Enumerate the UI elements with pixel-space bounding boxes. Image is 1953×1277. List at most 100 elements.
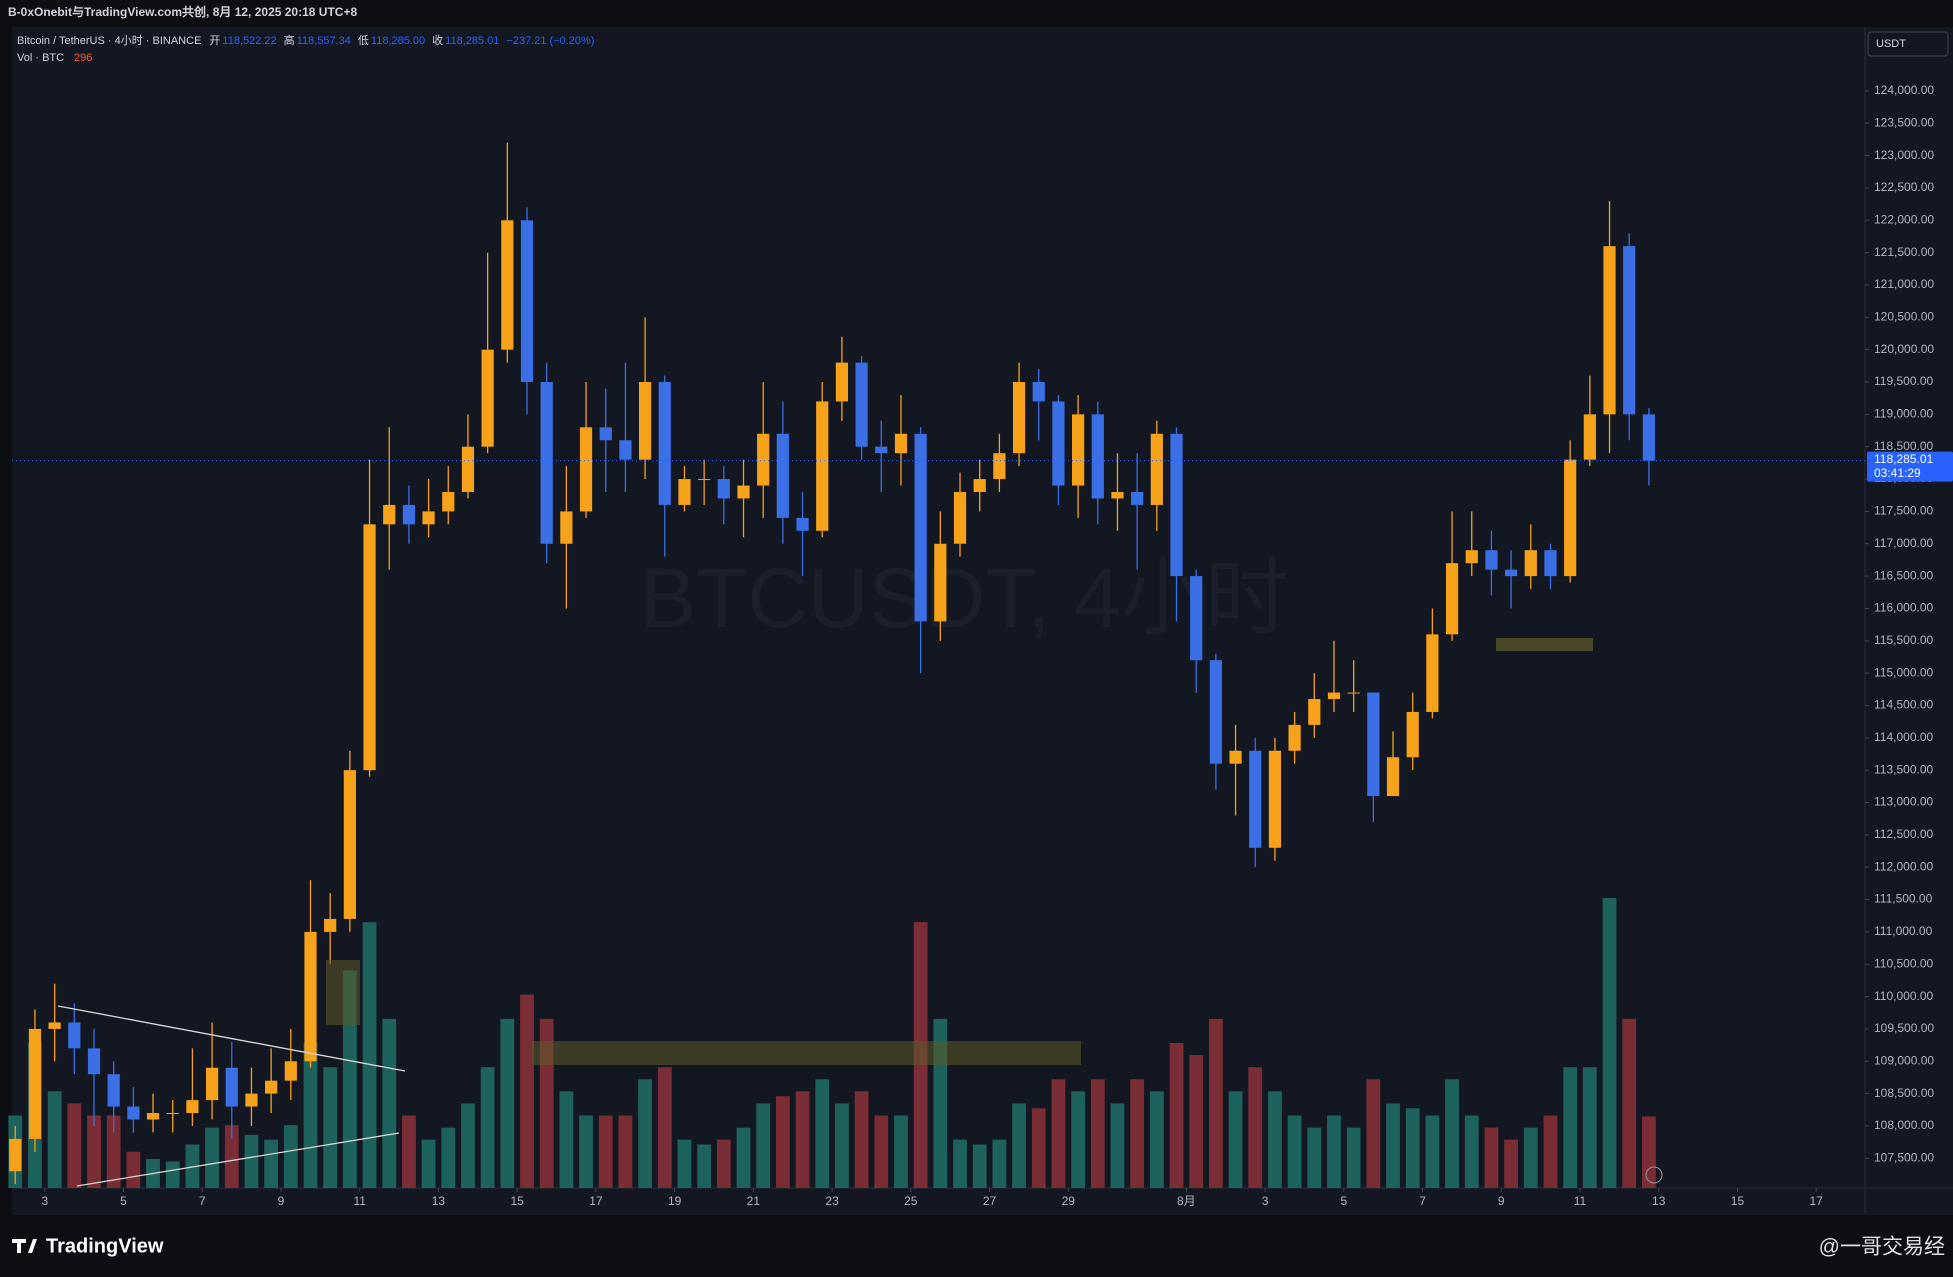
trend-line: [76, 1132, 400, 1187]
volume-bar: [1543, 1115, 1558, 1188]
zone: [532, 1041, 1081, 1065]
y-tick-label: 123,000.00: [1874, 148, 1934, 162]
x-tick-label: 7: [199, 1194, 206, 1208]
volume-bar: [1464, 1115, 1479, 1188]
volume-bar: [1169, 1043, 1184, 1188]
y-tick-label: 117,000.00: [1874, 536, 1933, 550]
currency-box[interactable]: [1867, 31, 1949, 57]
x-tick-label: 9: [278, 1194, 285, 1208]
y-tick-label: 110,000.00: [1874, 989, 1933, 1003]
zone: [326, 960, 360, 1025]
logo-icon: [12, 1239, 37, 1253]
candle-body: [1367, 692, 1380, 797]
candle-body: [1406, 711, 1419, 758]
icon[interactable]: [1645, 1166, 1663, 1184]
last-price-label: 118,285.01: [1874, 452, 1933, 466]
legend-label: 收: [432, 33, 443, 47]
candle-body: [1268, 750, 1282, 848]
candle-body: [127, 1106, 140, 1120]
y-tick-label: 121,500.00: [1874, 245, 1934, 259]
price-axis: [1865, 27, 1953, 1188]
candle-body: [1111, 491, 1124, 499]
trend-line: [57, 1005, 406, 1072]
y-tick-label: 109,500.00: [1874, 1021, 1934, 1035]
volume-bar: [303, 1043, 318, 1188]
candle-body: [1229, 750, 1242, 764]
candle-body: [265, 1080, 278, 1094]
y-tick-label: 110,500.00: [1874, 956, 1933, 970]
volume-bar: [1268, 1091, 1282, 1188]
candle-body: [68, 1022, 81, 1049]
candle-body: [717, 479, 730, 499]
y-tick-label: 124,000.00: [1874, 83, 1934, 97]
y-tick-label: 122,000.00: [1874, 212, 1934, 226]
x-tick-label: 19: [668, 1194, 682, 1208]
candle-body: [284, 1061, 297, 1081]
candle-body: [1544, 550, 1557, 577]
candle-body: [87, 1048, 101, 1075]
volume-bar: [323, 1067, 338, 1188]
volume-bar: [1642, 1116, 1656, 1188]
y-tick-label: 112,000.00: [1874, 859, 1933, 873]
volume-bar: [1445, 1079, 1459, 1188]
candle-body: [1465, 550, 1478, 564]
volume-bar: [441, 1127, 456, 1188]
y-tick-label: 116,500.00: [1874, 568, 1933, 582]
y-tick-label: 118,500.00: [1874, 439, 1933, 453]
candle-body: [1426, 634, 1439, 712]
candle-body: [1288, 724, 1301, 751]
volume-bar: [953, 1139, 967, 1188]
volume-bar: [106, 1115, 121, 1188]
candle-body: [520, 220, 534, 383]
volume-bar: [1189, 1055, 1204, 1188]
volume-bar: [795, 1091, 810, 1188]
volume-bar: [480, 1067, 495, 1188]
volume-bar: [894, 1115, 908, 1188]
y-tick-label: 121,000.00: [1874, 277, 1934, 291]
volume-bar: [992, 1139, 1007, 1188]
volume-bar: [205, 1127, 219, 1188]
currency[interactable]: USDT: [1876, 38, 1906, 50]
volume-bar: [559, 1091, 574, 1188]
volume-bar: [1405, 1108, 1420, 1188]
candle-body: [1564, 459, 1577, 577]
candle-body: [1505, 569, 1518, 577]
volume-bar: [1090, 1079, 1105, 1188]
candle-body: [383, 504, 396, 525]
top-bar: B-0xOnebit与TradingView.com共创, 8月 12, 202…: [8, 4, 357, 19]
volume-bar: [756, 1103, 771, 1188]
volume-bar: [500, 1018, 515, 1188]
y-tick-label: 111,000.00: [1874, 924, 1933, 938]
volume-bar: [618, 1115, 633, 1188]
candle-body: [540, 382, 553, 544]
volume-bar: [362, 922, 377, 1188]
volume-bar: [1307, 1127, 1322, 1188]
x-tick-label: 11: [353, 1194, 366, 1208]
candle-body: [1386, 757, 1400, 797]
volume-bar: [1208, 1018, 1223, 1188]
volume-bar: [598, 1115, 613, 1188]
candle-body: [973, 479, 986, 492]
candle-body: [953, 491, 967, 544]
volume-bar: [1425, 1115, 1440, 1188]
candle-body: [1485, 550, 1498, 570]
x-tick-label: 9: [1498, 1194, 1505, 1208]
volume-bar: [67, 1103, 82, 1188]
candle-body: [1347, 692, 1360, 694]
legend-value: 118,285.01: [445, 35, 499, 47]
volume-bar: [1602, 898, 1617, 1188]
y-tick-label: 108,500.00: [1874, 1086, 1934, 1100]
footer-watermark: @一哥交易经: [1819, 1236, 1945, 1259]
candle-body: [363, 524, 376, 771]
candle-body: [1524, 550, 1537, 577]
x-tick-label: 5: [120, 1194, 127, 1208]
volume-bar: [854, 1091, 869, 1188]
volume-bar: [775, 1096, 790, 1188]
volume-bar: [874, 1115, 889, 1188]
candle-body: [993, 453, 1006, 480]
x-tick-label: 21: [747, 1194, 761, 1208]
volume-bar: [638, 1079, 652, 1188]
legend-label: 高: [284, 33, 295, 47]
y-tick-label: 122,500.00: [1874, 180, 1934, 194]
